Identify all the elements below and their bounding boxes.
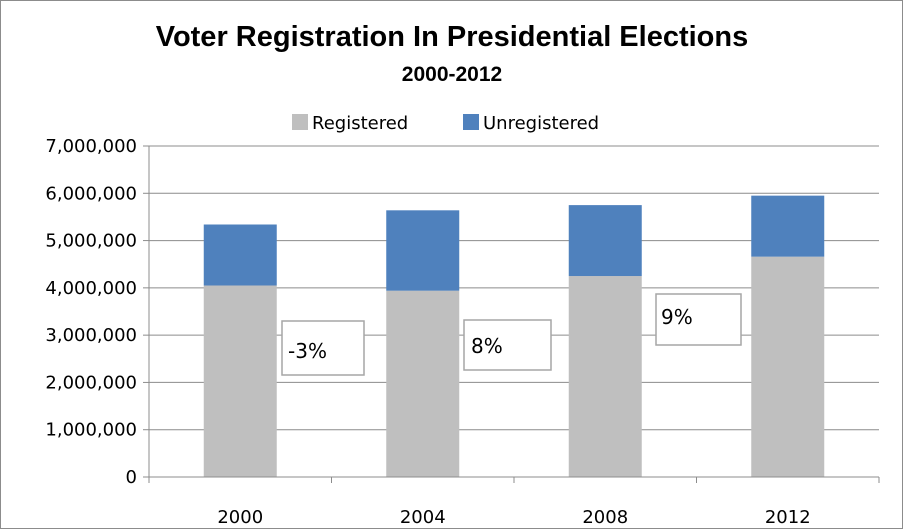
annotation-text: -3% — [288, 339, 327, 363]
bar-registered-2008 — [568, 276, 642, 477]
bar-unregistered-2012 — [751, 195, 825, 257]
y-tick-label: 7,000,000 — [45, 136, 137, 157]
annotation-box — [655, 293, 742, 346]
x-tick-label: 2008 — [582, 507, 628, 528]
y-tick-label: 3,000,000 — [45, 325, 137, 346]
bar-unregistered-2008 — [568, 205, 642, 277]
legend-label-registered: Registered — [312, 113, 408, 134]
bar-registered-2004 — [386, 290, 460, 477]
y-tick-labels: 0 1,000,000 2,000,000 3,000,000 4,000,000 5,0… — [45, 136, 137, 488]
x-tick-label: 2012 — [765, 507, 811, 528]
annotation-text: 8% — [471, 334, 503, 358]
bar-registered-2012 — [751, 256, 825, 477]
annotation-text: 9% — [661, 305, 693, 329]
axes — [143, 145, 880, 483]
y-tick-label: 6,000,000 — [45, 183, 137, 204]
bar-registered-2000 — [203, 285, 277, 477]
y-tick-label: 0 — [126, 467, 137, 488]
annotations: -3% 8% 9% — [281, 293, 742, 376]
y-tick-label: 5,000,000 — [45, 231, 137, 252]
annotation-box — [463, 319, 552, 371]
x-tick-label: 2004 — [400, 507, 446, 528]
y-tick-label: 4,000,000 — [45, 278, 137, 299]
chart-title: Voter Registration In Presidential Elect… — [156, 21, 749, 53]
legend-label-unregistered: Unregistered — [483, 113, 599, 134]
y-tick-label: 2,000,000 — [45, 372, 137, 393]
chart-subtitle: 2000-2012 — [402, 63, 502, 86]
bar-unregistered-2004 — [386, 210, 460, 291]
legend-swatch-registered — [292, 114, 308, 130]
legend-swatch-unregistered — [463, 114, 479, 130]
legend: Registered Unregistered — [292, 113, 599, 134]
x-tick-labels: 2000 2004 2008 2012 — [217, 507, 810, 528]
x-tick-label: 2000 — [217, 507, 263, 528]
bars — [203, 195, 825, 477]
annotation-box — [281, 320, 365, 376]
y-tick-label: 1,000,000 — [45, 420, 137, 441]
bar-unregistered-2000 — [203, 224, 277, 286]
